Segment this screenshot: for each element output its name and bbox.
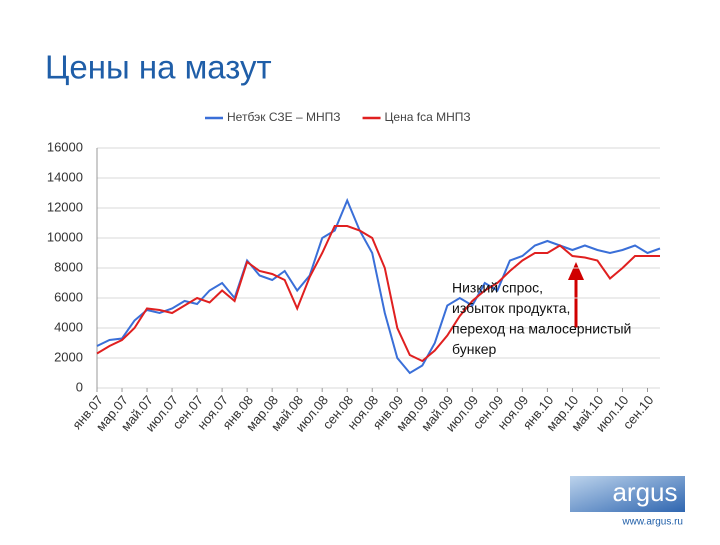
y-tick-label: 12000 [47,199,83,214]
y-tick-label: 2000 [54,349,83,364]
y-tick-label: 4000 [54,319,83,334]
logo-box [570,476,685,512]
y-tick-label: 8000 [54,259,83,274]
legend-label: Нетбэк СЗЕ – МНПЗ [227,110,341,124]
y-tick-label: 10000 [47,229,83,244]
y-tick-label: 0 [76,379,83,394]
y-tick-label: 14000 [47,169,83,184]
legend-label: Цена fca МНПЗ [385,110,471,124]
y-tick-label: 16000 [47,139,83,154]
annotation: бункер [452,341,497,357]
annotation: переход на малосернистый [452,321,631,337]
annotation: Низкий спрос, [452,280,543,296]
annotation: избыток продукта, [452,300,570,316]
y-tick-label: 6000 [54,289,83,304]
series-line [96,225,660,363]
arrow [568,262,584,328]
logo-name: argus [612,477,677,507]
slide-title: Цены на мазут [45,49,272,86]
logo-url: www.argus.ru [621,517,683,528]
